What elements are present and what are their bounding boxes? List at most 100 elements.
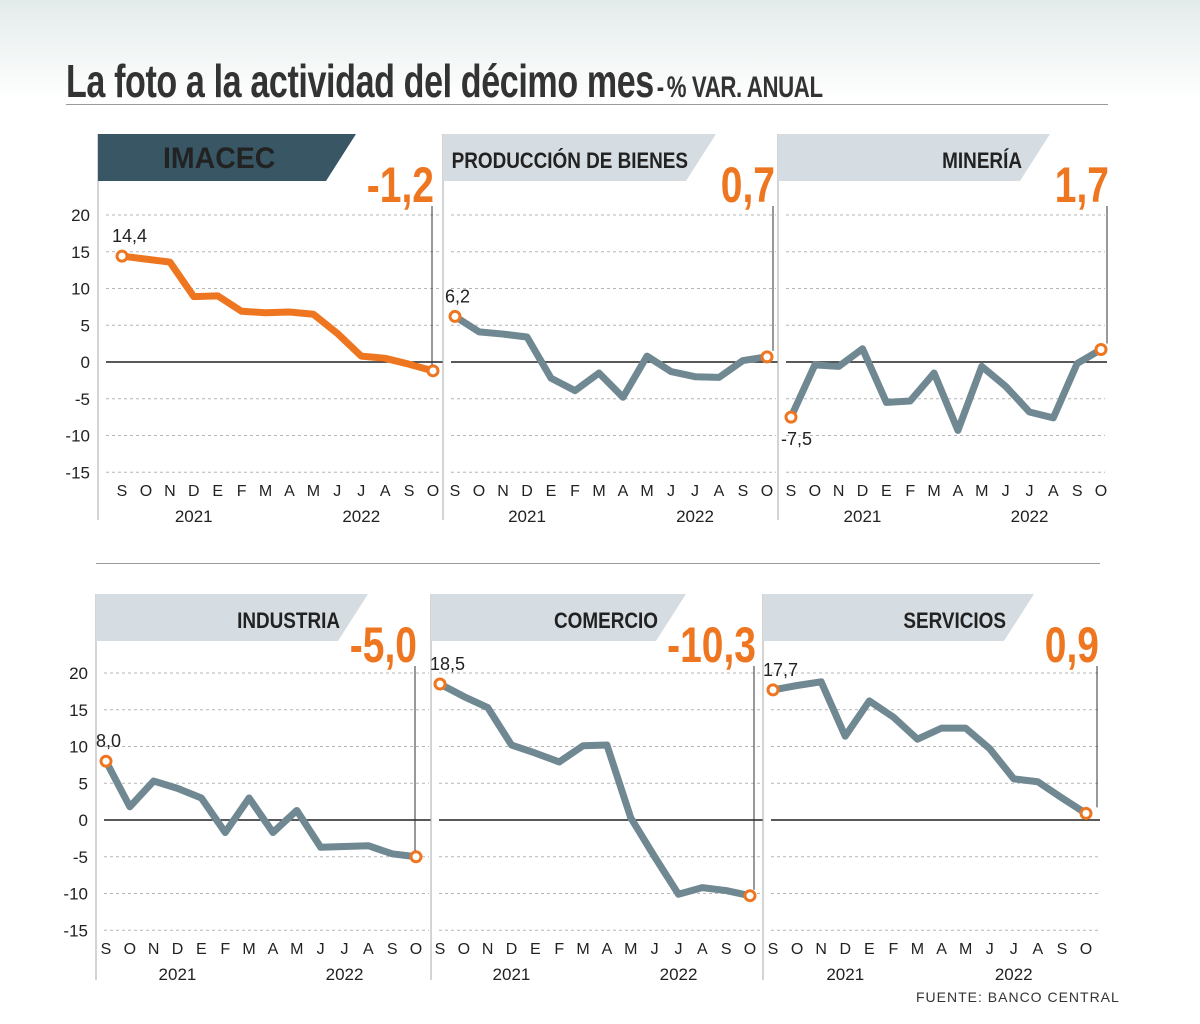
panel-title-industria: INDUSTRIA	[237, 609, 340, 634]
x-tick-label: A	[1033, 941, 1044, 958]
panel-title-comercio: COMERCIO	[554, 609, 658, 634]
headline-value-industria: -5,0	[350, 616, 417, 673]
x-tick-label: S	[786, 483, 797, 500]
panel-tab-minería	[778, 134, 1050, 181]
data-point-industria	[409, 850, 423, 864]
x-tick-label: O	[140, 483, 152, 500]
x-tick-label: M	[927, 483, 940, 500]
x-tick-label: M	[624, 941, 637, 958]
x-tick-label: N	[497, 483, 509, 500]
x-tick-label: A	[697, 941, 708, 958]
x-tick-label: O	[1080, 941, 1092, 958]
x-tick-label: J	[1002, 483, 1010, 500]
chart-title: La foto a la actividad del décimo mes - …	[66, 54, 823, 108]
y-tick-label: 0	[79, 811, 88, 830]
x-tick-label: O	[458, 941, 470, 958]
x-tick-label: S	[450, 483, 461, 500]
series-line-minería	[787, 345, 1105, 434]
panel-title-servicios: SERVICIOS	[903, 609, 1006, 634]
title-unit: % VAR. ANUAL	[666, 71, 823, 104]
x-tick-label: O	[791, 941, 803, 958]
y-tick-label: -15	[63, 921, 88, 940]
x-tick-label: J	[333, 483, 341, 500]
x-tick-label: M	[576, 941, 589, 958]
x-tick-label: J	[1010, 941, 1018, 958]
headline-value-servicios: 0,9	[1045, 616, 1099, 673]
x-tick-label: M	[959, 941, 972, 958]
y-tick-label: 10	[69, 738, 88, 757]
year-label-2022: 2022	[995, 965, 1033, 984]
y-tick-label: -5	[75, 390, 90, 409]
data-point-producción-de-bienes	[448, 309, 462, 323]
x-tick-label: O	[809, 483, 821, 500]
x-tick-label: S	[738, 483, 749, 500]
panel-title-minería: MINERÍA	[942, 149, 1022, 174]
x-tick-label: A	[268, 941, 279, 958]
panel-title-imacec: IMACEC	[163, 142, 275, 175]
x-tick-label: A	[284, 483, 295, 500]
year-label-2021: 2021	[175, 507, 213, 526]
header-band	[0, 0, 1200, 100]
x-tick-label: J	[667, 483, 675, 500]
x-tick-label: E	[546, 483, 557, 500]
series-line-comercio	[436, 680, 754, 900]
x-tick-label: D	[172, 941, 184, 958]
year-label-2022: 2022	[676, 507, 714, 526]
year-label-2021: 2021	[508, 507, 546, 526]
x-tick-label: S	[1057, 941, 1068, 958]
data-point-comercio	[743, 889, 757, 903]
x-tick-label: O	[1095, 483, 1107, 500]
x-tick-label: O	[427, 483, 439, 500]
data-point-imacec	[426, 364, 440, 378]
x-tick-label: J	[317, 941, 325, 958]
headline-value-imacec: -1,2	[367, 156, 434, 213]
x-tick-label: E	[196, 941, 207, 958]
data-point-producción-de-bienes	[760, 350, 774, 364]
x-tick-label: A	[602, 941, 613, 958]
data-point-industria	[99, 754, 113, 768]
y-tick-label: 15	[69, 701, 88, 720]
year-label-2021: 2021	[844, 507, 882, 526]
x-tick-label: A	[953, 483, 964, 500]
x-tick-label: O	[744, 941, 756, 958]
year-label-2021: 2021	[826, 965, 864, 984]
y-tick-label: -10	[63, 885, 88, 904]
x-tick-label: E	[864, 941, 875, 958]
data-point-minería	[1094, 343, 1108, 357]
headline-value-minería: 1,7	[1055, 156, 1109, 213]
y-tick-label: 20	[69, 664, 88, 683]
x-tick-label: D	[506, 941, 518, 958]
x-tick-label: M	[307, 483, 320, 500]
source-note: FUENTE: BANCO CENTRAL	[916, 989, 1120, 1005]
y-tick-label: 5	[81, 316, 90, 335]
x-tick-label: F	[220, 941, 230, 958]
panel-tab-comercio	[431, 594, 686, 641]
x-tick-label: M	[911, 941, 924, 958]
y-tick-label: 15	[71, 243, 90, 262]
title-rule	[66, 104, 1108, 105]
y-tick-label: 20	[71, 206, 90, 225]
x-tick-label: N	[148, 941, 160, 958]
y-tick-label: 5	[79, 774, 88, 793]
x-tick-label: M	[592, 483, 605, 500]
first-value-label-servicios: 17,7	[763, 660, 798, 680]
x-tick-label: M	[259, 483, 272, 500]
year-label-2022: 2022	[660, 965, 698, 984]
first-value-label-imacec: 14,4	[112, 226, 147, 246]
x-tick-label: F	[888, 941, 898, 958]
x-tick-label: M	[975, 483, 988, 500]
year-label-2022: 2022	[342, 507, 380, 526]
x-tick-label: M	[290, 941, 303, 958]
series-line-producción-de-bienes	[451, 312, 771, 401]
y-tick-label: 0	[81, 353, 90, 372]
first-value-label-industria: 8,0	[96, 731, 121, 751]
x-tick-label: N	[833, 483, 845, 500]
first-value-label-minería: -7,5	[781, 429, 812, 449]
x-tick-label: S	[768, 941, 779, 958]
year-label-2022: 2022	[326, 965, 364, 984]
x-tick-label: S	[1072, 483, 1083, 500]
x-tick-label: E	[212, 483, 223, 500]
x-tick-label: N	[815, 941, 827, 958]
headline-value-comercio: -10,3	[667, 616, 756, 673]
